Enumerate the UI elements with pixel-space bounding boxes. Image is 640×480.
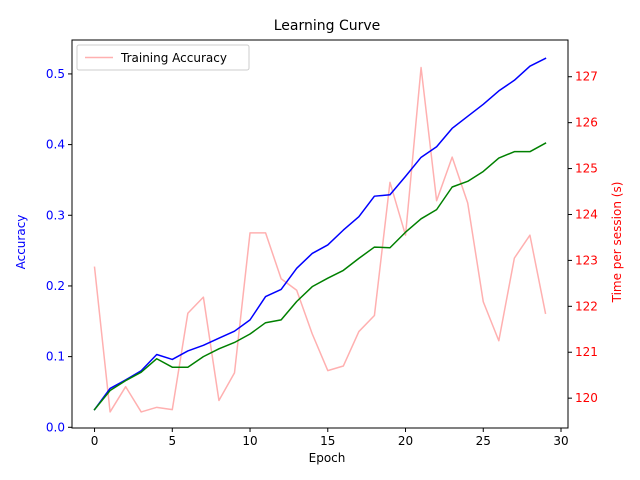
y-left-tick-label: 0.4	[46, 138, 65, 152]
y-right-tick-label: 122	[575, 299, 598, 313]
y-right-tick-label: 126	[575, 116, 598, 130]
series-line-008000	[93, 142, 547, 411]
series-line-0000ff	[93, 57, 547, 411]
y-left-tick-label: 0.2	[46, 279, 65, 293]
legend: Training Accuracy	[76, 44, 250, 71]
y-left-tick-label: 0.5	[46, 67, 65, 81]
x-tick-label: 20	[398, 434, 413, 448]
y-axis-right-label: Time per session (s)	[610, 182, 624, 304]
y-left-tick-label: 0.1	[46, 350, 65, 364]
x-tick-label: 25	[476, 434, 491, 448]
x-axis-label: Epoch	[309, 451, 346, 465]
x-tick-label: 0	[91, 434, 99, 448]
y-right-tick-label: 120	[575, 391, 598, 405]
y-right-tick-label: 123	[575, 253, 598, 267]
legend-box	[76, 44, 250, 71]
legend-entry-label: Training Accuracy	[120, 51, 227, 65]
y-axis-left-label: Accuracy	[14, 215, 28, 270]
y-left-tick-label: 0.3	[46, 208, 65, 222]
y-right-tick-label: 127	[575, 70, 598, 84]
plot-area	[93, 57, 547, 413]
y-right-tick-label: 121	[575, 345, 598, 359]
y-right-tick-label: 124	[575, 207, 598, 221]
series-line-ffb0b0	[93, 66, 547, 413]
plot-frame	[71, 39, 569, 429]
axes: 0 5 10 15 20 25 30 0.0 0.1 0.2 0.3 0.4 0.5 120 121 122 1…	[46, 39, 598, 448]
y-left-tick-label: 0.0	[46, 420, 65, 434]
x-tick-label: 30	[553, 434, 568, 448]
chart-title: Learning Curve	[274, 18, 381, 34]
x-tick-label: 10	[242, 434, 257, 448]
y-right-tick-label: 125	[575, 162, 598, 176]
x-tick-label: 15	[320, 434, 335, 448]
x-tick-label: 5	[168, 434, 176, 448]
